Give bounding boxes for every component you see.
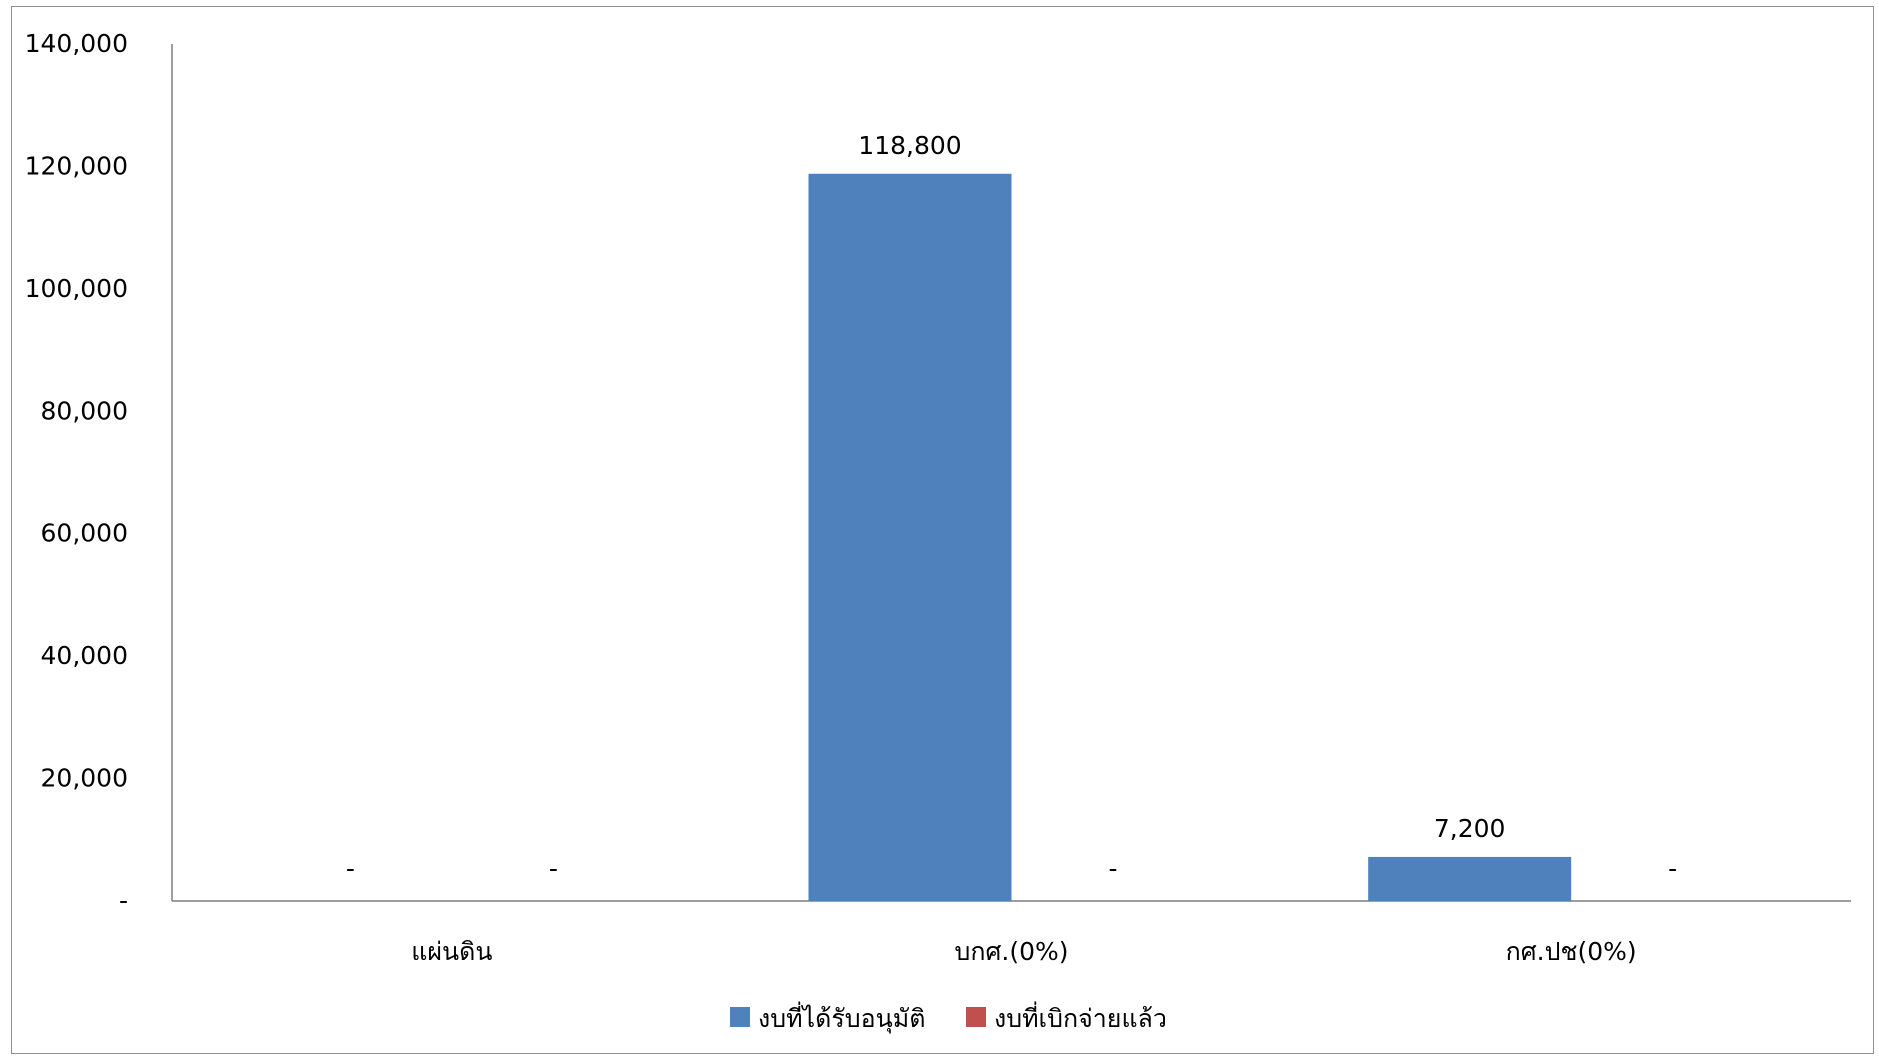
data-label: - [1668,854,1677,883]
data-label: 118,800 [858,131,961,160]
y-tick-label: 100,000 [25,274,128,303]
data-label: - [346,854,355,883]
y-tick-label: 80,000 [41,396,128,425]
y-tick-label: 40,000 [41,641,128,670]
x-category-label: กศ.ปช(0%) [1506,937,1637,966]
x-category-label: แผ่นดิน [411,937,492,966]
legend-label: งบที่ได้รับอนุมัติ [758,1001,925,1034]
y-tick-label: 60,000 [41,519,128,548]
legend-label: งบที่เบิกจ่ายแล้ว [994,1001,1167,1033]
bar [809,174,1012,901]
y-tick-label: - [119,886,128,915]
y-tick-label: 140,000 [25,29,128,58]
y-tick-label: 20,000 [41,764,128,793]
data-label: 7,200 [1434,814,1506,843]
bar [1368,857,1571,901]
legend-swatch [966,1007,986,1027]
legend-swatch [730,1007,750,1027]
y-tick-label: 120,000 [25,151,128,180]
data-label: - [1108,854,1117,883]
data-label: - [549,854,558,883]
x-category-label: บกศ.(0%) [955,937,1069,966]
